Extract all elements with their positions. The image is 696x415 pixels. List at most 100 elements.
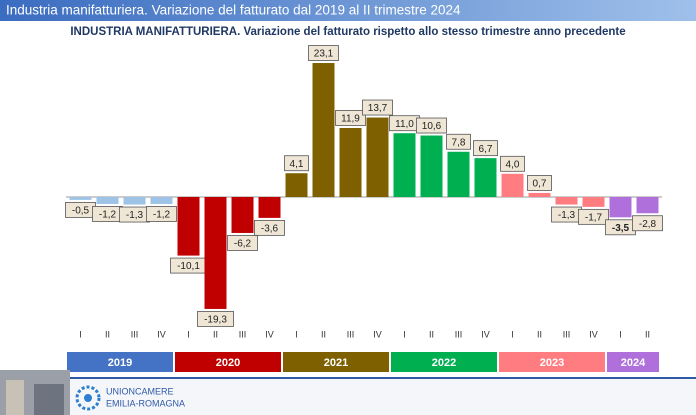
year-label: 2019 xyxy=(108,357,132,369)
x-tick-label: I xyxy=(295,329,298,339)
x-tick-label: III xyxy=(563,329,571,339)
bar xyxy=(177,197,200,256)
year-label: 2021 xyxy=(324,357,348,369)
x-tick-label: I xyxy=(619,329,622,339)
value-label: -1,3 xyxy=(126,210,144,221)
value-label-box xyxy=(335,110,366,126)
logo-mark xyxy=(84,394,92,402)
x-tick-label: III xyxy=(131,329,139,339)
value-label: 0,7 xyxy=(533,179,547,190)
year-label: 2022 xyxy=(432,357,456,369)
x-tick-label: II xyxy=(537,329,542,339)
bar xyxy=(123,197,146,205)
value-label: 11,0 xyxy=(395,119,414,130)
x-tick-label: III xyxy=(347,329,355,339)
x-tick-label: II xyxy=(213,329,218,339)
value-label-box xyxy=(527,175,552,191)
x-tick-label: IV xyxy=(157,329,166,339)
x-tick-label: II xyxy=(321,329,326,339)
x-tick-label: IV xyxy=(481,329,490,339)
value-label-box xyxy=(473,140,498,157)
year-band xyxy=(391,352,497,372)
year-band xyxy=(499,352,605,372)
year-band xyxy=(607,352,659,372)
value-label: 7,8 xyxy=(452,137,466,148)
bar xyxy=(393,133,416,197)
bar xyxy=(312,63,335,197)
value-label: -1,7 xyxy=(585,213,603,224)
value-label-box xyxy=(362,99,393,116)
x-tick-label: I xyxy=(403,329,406,339)
bar xyxy=(366,117,389,197)
value-label: 4,1 xyxy=(290,159,304,170)
year-band xyxy=(175,352,281,372)
bar xyxy=(528,192,551,197)
footer-photo-detail xyxy=(34,384,64,415)
value-label-box xyxy=(500,155,525,172)
value-label: -1,3 xyxy=(558,210,576,221)
bar xyxy=(447,151,470,197)
logo-text: UNIONCAMERE xyxy=(106,386,174,396)
x-tick-label: III xyxy=(455,329,463,339)
value-label: -3,6 xyxy=(261,224,279,235)
value-label-box xyxy=(446,133,471,150)
value-label: -0,5 xyxy=(72,206,90,217)
header-bar xyxy=(0,0,696,21)
value-label: 23,1 xyxy=(314,49,334,60)
bar xyxy=(285,173,308,197)
bar xyxy=(636,197,659,214)
value-label: -1,2 xyxy=(153,210,171,221)
bar xyxy=(555,197,578,205)
value-label: 11,9 xyxy=(341,114,360,125)
value-label: 4,0 xyxy=(506,159,520,170)
footer-photo-detail xyxy=(6,380,24,415)
bar xyxy=(96,197,119,204)
bar xyxy=(150,197,173,204)
value-label-box xyxy=(284,155,309,172)
value-label-box xyxy=(308,45,339,61)
bar xyxy=(69,197,92,200)
x-tick-label: I xyxy=(187,329,190,339)
value-label-box xyxy=(146,206,177,222)
x-tick-label: II xyxy=(105,329,110,339)
x-tick-label: II xyxy=(645,329,650,339)
bar xyxy=(420,135,443,197)
value-label-box xyxy=(254,219,285,236)
value-label: 13,7 xyxy=(368,103,388,114)
x-tick-label: III xyxy=(239,329,247,339)
bar xyxy=(204,197,227,309)
value-label-box xyxy=(632,215,663,232)
x-tick-label: I xyxy=(511,329,514,339)
header-title: Industria manifatturiera. Variazione del… xyxy=(6,3,461,18)
value-label-box xyxy=(578,208,609,225)
value-label-box xyxy=(227,235,258,251)
footer-bar xyxy=(0,378,696,415)
value-label: -10,1 xyxy=(177,261,200,272)
year-band xyxy=(67,352,173,372)
x-tick-label: IV xyxy=(265,329,274,339)
value-label: 6,7 xyxy=(479,144,493,155)
logo-text: EMILIA-ROMAGNA xyxy=(106,398,185,408)
value-label-box xyxy=(197,311,234,327)
bar xyxy=(339,127,362,197)
bar xyxy=(582,197,605,207)
year-label: 2024 xyxy=(621,357,646,369)
bar xyxy=(501,173,524,197)
x-tick-label: II xyxy=(429,329,434,339)
plot: -0,5I-1,2II-1,3III-1,2IV2019-10,1I-19,3I… xyxy=(65,45,663,372)
year-band xyxy=(283,352,389,372)
value-label: 10,6 xyxy=(422,121,442,132)
bar xyxy=(258,197,281,218)
value-label: -1,2 xyxy=(99,210,117,221)
chart-title: INDUSTRIA MANIFATTURIERA. Variazione del… xyxy=(70,26,625,38)
x-tick-label: IV xyxy=(373,329,382,339)
value-label: -6,2 xyxy=(234,239,252,250)
logo-mark xyxy=(75,385,101,411)
value-label: -19,3 xyxy=(204,315,227,326)
year-label: 2020 xyxy=(216,357,240,369)
year-label: 2023 xyxy=(540,357,564,369)
value-label-box xyxy=(416,117,447,134)
bar xyxy=(231,197,254,233)
value-label: -3,5 xyxy=(612,223,630,234)
